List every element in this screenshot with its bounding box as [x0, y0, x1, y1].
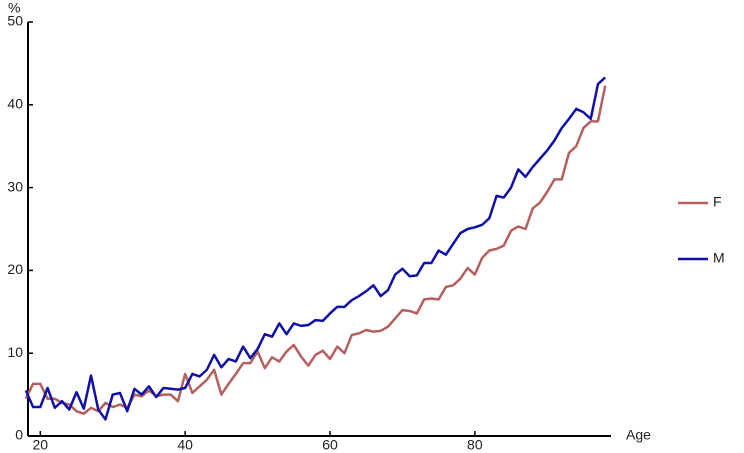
legend-label: F	[713, 194, 722, 210]
y-tick-label: 40	[7, 96, 23, 112]
x-tick-label: 20	[33, 437, 49, 453]
y-axis-label: %	[8, 0, 20, 16]
x-axis-label: Age	[626, 427, 651, 443]
x-tick-label: 60	[322, 437, 338, 453]
y-tick-label: 0	[15, 427, 23, 443]
y-tick-label: 30	[7, 178, 23, 194]
y-tick-label: 50	[7, 13, 23, 29]
x-tick-label: 40	[177, 437, 193, 453]
line-series	[24, 76, 607, 421]
y-tick-label: 10	[7, 344, 23, 360]
y-tick-label: 20	[7, 261, 23, 277]
line-series	[24, 85, 607, 415]
legend-label: M	[713, 250, 725, 266]
x-tick-label: 80	[467, 437, 483, 453]
